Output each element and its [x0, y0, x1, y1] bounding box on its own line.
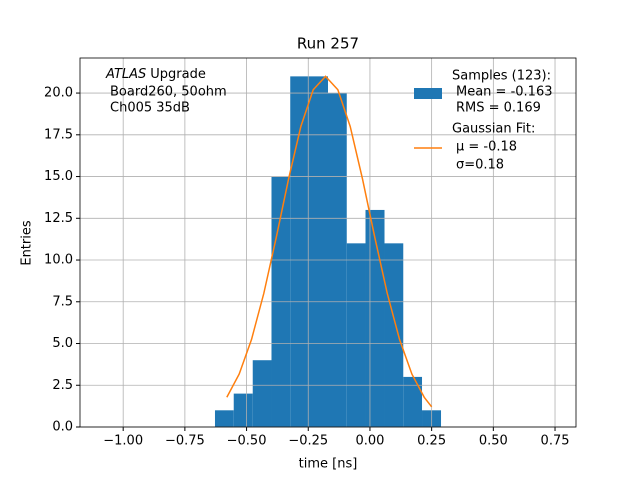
- bar: [233, 393, 253, 427]
- x-axis-label: time [ns]: [299, 457, 358, 472]
- x-tick-label: 0.25: [417, 434, 446, 449]
- y-tick-label: 5.0: [52, 336, 73, 351]
- bar: [252, 360, 272, 427]
- annotation-italic: ATLAS: [105, 67, 146, 82]
- y-tick-label: 7.5: [52, 294, 73, 309]
- annotation: Board260, 50ohm: [110, 85, 227, 100]
- annotation: Ch005 35dB: [110, 101, 190, 116]
- x-tick-label: −0.50: [227, 434, 267, 449]
- legend-label: μ = -0.18: [456, 140, 517, 155]
- y-tick-label: 20.0: [44, 86, 73, 101]
- annotation-text: Upgrade: [150, 67, 206, 82]
- x-tick-label: −0.25: [288, 434, 328, 449]
- bar: [403, 376, 423, 427]
- y-tick-label: 15.0: [44, 169, 73, 184]
- y-tick-label: 17.5: [44, 127, 73, 142]
- y-axis-label: Entries: [20, 220, 35, 266]
- chart-title: Run 257: [297, 35, 359, 53]
- annotation: ATLAS Upgrade: [105, 67, 206, 82]
- bar: [384, 243, 404, 427]
- x-tick-label: 0.00: [355, 434, 384, 449]
- axes-frame: [79, 57, 577, 428]
- legend-label: Gaussian Fit:: [452, 122, 535, 137]
- bar: [365, 209, 385, 427]
- legend-swatch: [414, 88, 442, 99]
- bar: [308, 76, 328, 427]
- fit-line: [226, 75, 433, 408]
- bar: [346, 243, 366, 427]
- x-tick-label: −0.75: [165, 434, 205, 449]
- x-tick-label: 0.50: [479, 434, 508, 449]
- legend-label: Mean = -0.163: [456, 85, 552, 100]
- y-tick-label: 10.0: [44, 253, 73, 268]
- y-tick-label: 12.5: [44, 211, 73, 226]
- y-tick-label: 2.5: [52, 378, 73, 393]
- bar: [214, 410, 234, 427]
- legend-label: σ=0.18: [456, 158, 504, 173]
- y-tick-label: 0.0: [52, 420, 73, 435]
- legend-label: Samples (123):: [452, 69, 551, 84]
- x-tick-label: −1.00: [103, 434, 143, 449]
- legend-label: RMS = 0.169: [456, 101, 541, 116]
- x-tick-label: 0.75: [541, 434, 570, 449]
- bar: [290, 76, 309, 427]
